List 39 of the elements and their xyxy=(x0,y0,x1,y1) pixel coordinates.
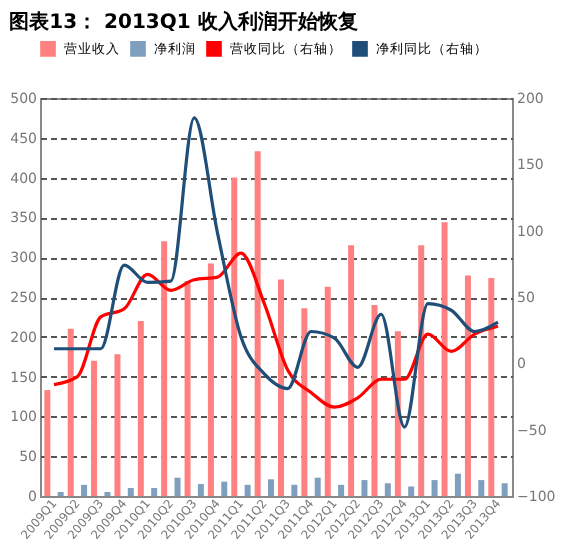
bar xyxy=(361,480,368,496)
bar xyxy=(454,473,461,496)
bar xyxy=(431,480,438,496)
bar xyxy=(44,390,51,496)
bar xyxy=(464,275,471,496)
line-series xyxy=(52,116,500,429)
bar xyxy=(127,488,134,496)
bar xyxy=(114,354,121,496)
bar xyxy=(478,480,485,496)
bar xyxy=(488,277,495,496)
bar xyxy=(324,286,331,496)
bar xyxy=(207,263,214,496)
bar xyxy=(231,177,238,496)
bar xyxy=(441,222,448,496)
bar xyxy=(301,308,308,496)
bar xyxy=(174,477,181,496)
bar xyxy=(501,483,508,496)
bar xyxy=(161,241,168,496)
bar xyxy=(408,486,415,496)
bar xyxy=(371,304,378,496)
bar xyxy=(197,484,204,496)
bar xyxy=(384,483,391,496)
bar xyxy=(254,151,261,496)
bar xyxy=(338,484,345,496)
chart-title: 图表13： 2013Q1 收入利润开始恢复 xyxy=(9,10,358,34)
bar xyxy=(67,328,74,496)
bar xyxy=(91,360,98,496)
bar xyxy=(184,281,191,496)
bar xyxy=(244,484,251,496)
bar xyxy=(314,477,321,496)
bar xyxy=(278,279,285,496)
line-series xyxy=(52,251,500,409)
bar xyxy=(348,245,355,496)
bar xyxy=(81,484,88,496)
bar xyxy=(291,484,298,496)
bar xyxy=(221,481,228,496)
bar xyxy=(151,488,158,496)
bar xyxy=(137,320,144,496)
bar xyxy=(267,479,274,496)
